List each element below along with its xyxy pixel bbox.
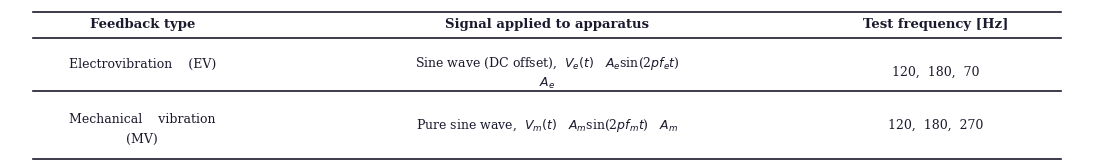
Text: Mechanical    vibration: Mechanical vibration — [69, 113, 216, 126]
Text: (MV): (MV) — [126, 133, 159, 146]
Text: Test frequency [Hz]: Test frequency [Hz] — [863, 18, 1008, 31]
Text: 120,  180,  270: 120, 180, 270 — [887, 119, 984, 132]
Text: 120,  180,  70: 120, 180, 70 — [892, 66, 979, 79]
Text: Feedback type: Feedback type — [90, 18, 195, 31]
Text: $A_e$: $A_e$ — [539, 76, 555, 90]
Text: Signal applied to apparatus: Signal applied to apparatus — [445, 18, 649, 31]
Text: Pure sine wave,  $V_m(t)$   $A_m$sin(2$pf_m$$t$)   $A_m$: Pure sine wave, $V_m(t)$ $A_m$sin(2$pf_m… — [416, 117, 678, 134]
Text: Electrovibration    (EV): Electrovibration (EV) — [69, 58, 216, 71]
Text: Sine wave (DC offset),  $V_e(t)$   $A_e$sin(2$pf_e$$t$): Sine wave (DC offset), $V_e(t)$ $A_e$sin… — [415, 55, 679, 72]
